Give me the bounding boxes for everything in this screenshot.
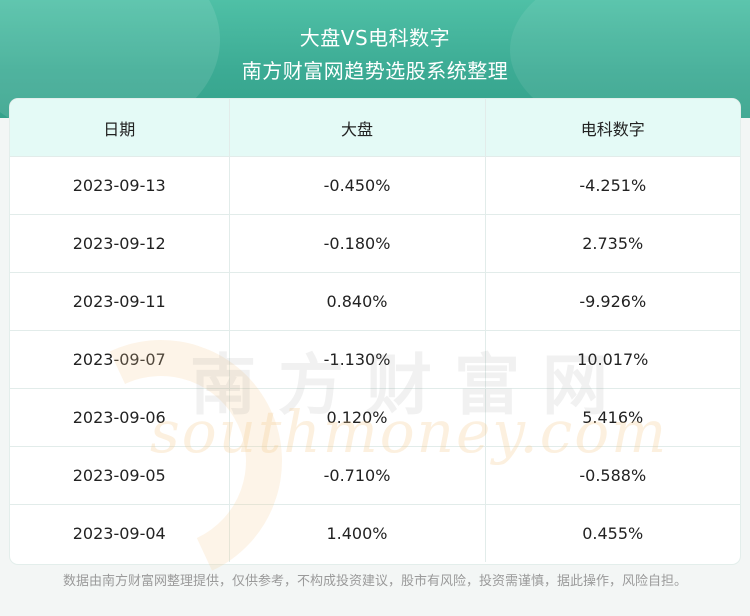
table-row: 2023-09-05 -0.710% -0.588%	[10, 446, 740, 505]
cell-date: 2023-09-11	[10, 272, 230, 331]
cell-market: 0.840%	[229, 272, 486, 331]
cell-market: -1.130%	[229, 330, 486, 389]
table-header-row: 日期 大盘 电科数字	[10, 99, 740, 157]
cell-stock: 10.017%	[485, 330, 740, 389]
cell-stock: 0.455%	[582, 524, 644, 543]
table-row: 2023-09-11 0.840% -9.926%	[10, 272, 740, 331]
cell-date: 2023-09-07	[10, 330, 230, 389]
table-row: 2023-09-04 1.400% 0.455%	[10, 504, 740, 562]
cell-stock: -9.926%	[485, 272, 740, 331]
table-row: 2023-09-13 -0.450% -4.251%	[10, 156, 740, 215]
column-header-date: 日期	[10, 99, 230, 157]
page-subtitle: 南方财富网趋势选股系统整理	[241, 59, 509, 83]
header-banner: 大盘VS电科数字 南方财富网趋势选股系统整理	[0, 0, 750, 118]
cell-market: 1.400%	[229, 504, 486, 562]
cell-date: 2023-09-04	[10, 504, 230, 562]
page-title: 大盘VS电科数字	[299, 26, 451, 50]
cell-market: -0.180%	[229, 214, 486, 273]
footer-disclaimer: 数据由南方财富网整理提供，仅供参考，不构成投资建议，股市有风险，投资需谨慎，据此…	[62, 574, 687, 589]
cell-date: 2023-09-06	[10, 388, 230, 447]
cell-market: -0.450%	[229, 156, 486, 215]
table-row: 2023-09-12 -0.180% 2.735%	[10, 214, 740, 273]
cell-market: 0.120%	[229, 388, 486, 447]
cell-date: 2023-09-05	[10, 446, 230, 505]
cell-stock: -4.251%	[485, 156, 740, 215]
cell-stock: 2.735%	[485, 214, 740, 273]
cell-date: 2023-09-13	[10, 156, 230, 215]
cell-stock: -0.588%	[485, 446, 740, 505]
column-header-market: 大盘	[229, 99, 486, 157]
header-decoration	[0, 0, 220, 118]
table-row: 2023-09-07 -1.130% 10.017%	[10, 330, 740, 389]
cell-market: -0.710%	[229, 446, 486, 505]
comparison-table: 日期 大盘 电科数字 2023-09-13 -0.450% -4.251% 20…	[10, 99, 740, 562]
table-row: 2023-09-06 0.120% 5.416%	[10, 388, 740, 447]
cell-stock: 5.416%	[485, 388, 740, 447]
header-decoration	[510, 0, 750, 118]
data-table-card: 日期 大盘 电科数字 2023-09-13 -0.450% -4.251% 20…	[10, 99, 740, 564]
cell-date: 2023-09-12	[10, 214, 230, 273]
column-header-stock: 电科数字	[485, 99, 740, 157]
